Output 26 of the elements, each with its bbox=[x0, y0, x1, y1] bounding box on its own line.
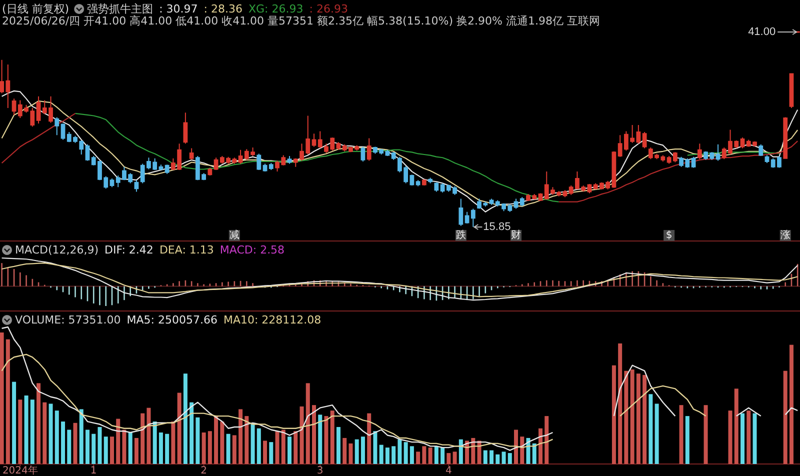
x-tick-label: $ bbox=[666, 230, 672, 241]
text: : 28.36 bbox=[204, 2, 242, 16]
text: 15.85 bbox=[483, 221, 511, 233]
x-tick-label: 跌 bbox=[456, 229, 466, 241]
text: MA10: 228112.08 bbox=[223, 314, 322, 326]
legend-title: 强势抓牛主图 bbox=[87, 2, 154, 16]
text: 41.00 bbox=[748, 26, 776, 38]
text: MACD: 2.58 bbox=[220, 244, 285, 256]
x-tick-label: 3 bbox=[316, 466, 324, 476]
legend-title: MACD(12,26,9) bbox=[15, 244, 99, 256]
x-tick-label: 减 bbox=[229, 229, 240, 241]
text: : 26.93 bbox=[309, 2, 348, 16]
legend-title: VOLUME: 57351.00 bbox=[15, 314, 121, 326]
x-tick-label: 2024年 bbox=[2, 464, 38, 476]
text: MA5: 250057.66 bbox=[126, 314, 218, 326]
chart-subtitle: 2025/06/26/四 开41.00 高41.00 低41.00 收41.00 量57351 额2.35亿 幅5.38(15.10%) 换2.90% 流通1.98亿 互联网 bbox=[2, 14, 600, 28]
text: XG: 26.93 bbox=[248, 2, 304, 16]
chart-title: (日线 前复权) bbox=[2, 2, 70, 16]
text: DEA: 1.13 bbox=[159, 244, 214, 256]
x-tick-label: 1 bbox=[90, 466, 97, 476]
x-tick-label: 财 bbox=[511, 229, 522, 241]
text: DIF: 2.42 bbox=[104, 244, 154, 256]
x-tick-label: 2 bbox=[200, 466, 207, 476]
x-tick-label: 涨 bbox=[780, 229, 790, 241]
x-tick-label: 4 bbox=[445, 466, 452, 476]
text: : 30.97 bbox=[159, 2, 198, 16]
